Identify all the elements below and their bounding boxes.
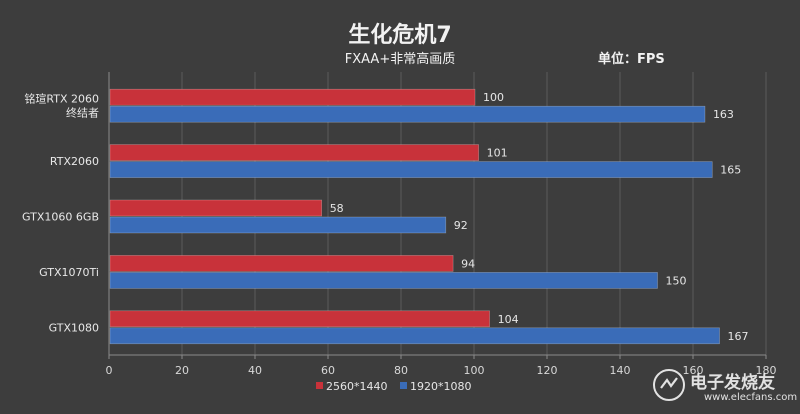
logo-icon	[653, 369, 685, 401]
watermark-brand: 电子发烧友	[690, 373, 775, 393]
bar-1920x1080	[109, 105, 706, 123]
bar-2560x1440	[109, 255, 454, 272]
data-label: 92	[454, 219, 468, 232]
x-tick-label: 180	[756, 364, 777, 377]
data-label: 100	[483, 91, 504, 104]
bar-2560x1440	[109, 144, 479, 161]
data-label: 94	[461, 257, 475, 270]
x-tick-label: 120	[537, 364, 558, 377]
unit-label: 单位：FPS	[598, 51, 665, 67]
legend-swatch	[400, 382, 407, 389]
category-label: GTX1080	[49, 321, 99, 334]
x-tick-label: 20	[175, 364, 189, 377]
bar-1920x1080	[109, 327, 720, 345]
x-tick-label: 60	[321, 364, 335, 377]
data-label: 104	[498, 313, 519, 326]
legend: 2560*1440 1920*1080	[316, 380, 472, 393]
category-label: GTX1060 6GB	[22, 211, 99, 224]
category-label: 铭瑄RTX 2060 终结者	[24, 92, 99, 120]
bar-1920x1080	[109, 216, 447, 234]
labels: 0 20 40 60 80 100 120 140 160 180 100 163 铭瑄RTX 2060…	[22, 91, 776, 377]
x-tick-label: 100	[464, 364, 485, 377]
bar-1920x1080	[109, 161, 713, 178]
bar-2560x1440	[109, 310, 490, 328]
chart-title: 生化危机7	[348, 22, 451, 48]
x-tick-label: 160	[683, 364, 704, 377]
data-label: 167	[728, 330, 749, 343]
data-label: 165	[720, 164, 741, 177]
x-tick-label: 140	[610, 364, 631, 377]
watermark: 电子发烧友 www.elecfans.com	[652, 366, 797, 410]
chart-subtitle: FXAA+非常高画质	[345, 51, 455, 67]
data-label: 163	[713, 108, 734, 121]
category-label: RTX2060	[50, 155, 99, 168]
bar-2560x1440	[109, 88, 476, 106]
x-tick-label: 0	[106, 364, 113, 377]
category-label: GTX1070Ti	[39, 266, 99, 279]
watermark-url: www.elecfans.com	[704, 392, 798, 403]
bar-1920x1080	[109, 272, 658, 289]
data-label: 150	[666, 274, 687, 287]
data-label: 101	[487, 147, 508, 160]
legend-label: 1920*1080	[410, 380, 472, 393]
data-label: 58	[330, 202, 344, 215]
bars	[109, 88, 720, 345]
legend-swatch	[316, 382, 323, 389]
x-tick-label: 40	[248, 364, 262, 377]
x-tick-label: 80	[394, 364, 408, 377]
bar-2560x1440	[109, 199, 322, 217]
legend-label: 2560*1440	[326, 380, 388, 393]
